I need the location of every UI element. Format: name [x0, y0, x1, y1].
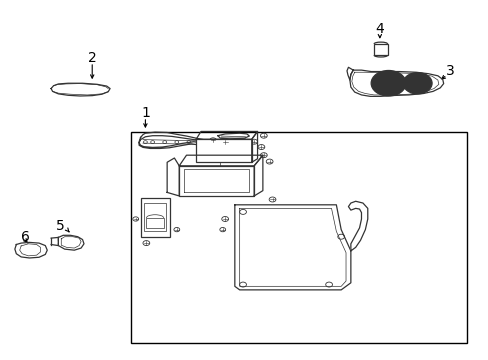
Bar — [373, 44, 387, 55]
Polygon shape — [15, 242, 47, 258]
Text: 4: 4 — [375, 22, 384, 36]
Polygon shape — [234, 205, 350, 290]
Polygon shape — [58, 235, 84, 250]
Polygon shape — [51, 83, 110, 96]
Polygon shape — [346, 67, 352, 80]
Bar — [144, 203, 165, 231]
Text: 3: 3 — [445, 64, 453, 78]
Bar — [146, 218, 163, 228]
Text: 1: 1 — [141, 105, 149, 120]
Circle shape — [402, 73, 431, 94]
Text: 6: 6 — [20, 230, 29, 244]
Text: 5: 5 — [56, 219, 65, 233]
Bar — [179, 166, 254, 196]
Bar — [196, 139, 251, 162]
Polygon shape — [348, 201, 367, 251]
Polygon shape — [349, 70, 443, 96]
Bar — [131, 132, 466, 343]
Circle shape — [370, 71, 405, 96]
Text: 2: 2 — [88, 51, 97, 65]
Bar — [140, 198, 169, 237]
